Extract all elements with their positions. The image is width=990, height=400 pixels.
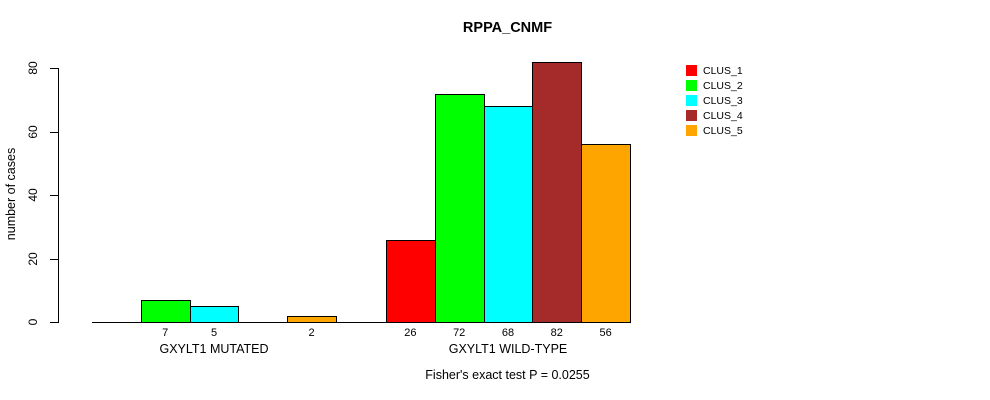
y-axis-tick: [50, 195, 58, 196]
legend-label: CLUS_5: [703, 124, 743, 137]
chart-title: RPPA_CNMF: [462, 20, 553, 36]
bar-group1-clus_2: [141, 300, 191, 323]
legend-item-clus_4: CLUS_4: [686, 108, 743, 123]
bar-value-label: 56: [599, 327, 612, 339]
y-axis-tick: [50, 322, 58, 323]
bar-group1-clus_5: [287, 316, 337, 323]
y-tick-label: 60: [26, 125, 40, 139]
bar-group2-clus_3: [484, 106, 533, 323]
legend: CLUS_1 CLUS_2 CLUS_3 CLUS_4 CLUS_5: [686, 63, 743, 138]
category-label: GXYLT1 WILD-TYPE: [448, 342, 568, 356]
bar-group2-clus_2: [435, 94, 485, 323]
legend-item-clus_1: CLUS_1: [686, 63, 743, 78]
bar-value-label: 2: [308, 327, 315, 339]
legend-label: CLUS_1: [703, 64, 743, 77]
bar-value-label: 82: [550, 327, 563, 339]
category-label: GXYLT1 MUTATED: [159, 342, 269, 356]
legend-label: CLUS_3: [703, 94, 743, 107]
y-tick-label: 0: [26, 318, 40, 326]
legend-swatch-clus_5: [686, 125, 697, 136]
bar-group2-clus_4: [532, 62, 582, 323]
bar-group2-clus_5: [581, 144, 631, 323]
fisher-test-annotation: Fisher's exact test P = 0.0255: [425, 368, 590, 382]
y-axis-tick: [50, 259, 58, 260]
x-axis-line: [92, 322, 630, 323]
bar-group2-clus_1: [386, 240, 436, 323]
y-axis-tick: [50, 132, 58, 133]
bar-value-label: 7: [162, 327, 169, 339]
legend-swatch-clus_2: [686, 80, 697, 91]
y-axis-line: [58, 68, 59, 323]
bar-value-label: 72: [453, 327, 466, 339]
legend-item-clus_5: CLUS_5: [686, 123, 743, 138]
y-axis-tick: [50, 68, 58, 69]
legend-item-clus_2: CLUS_2: [686, 78, 743, 93]
legend-swatch-clus_1: [686, 65, 697, 76]
y-tick-label: 20: [26, 252, 40, 266]
bar-group1-clus_3: [190, 306, 239, 323]
legend-label: CLUS_4: [703, 109, 743, 122]
legend-swatch-clus_3: [686, 95, 697, 106]
legend-label: CLUS_2: [703, 79, 743, 92]
bar-value-label: 68: [501, 327, 515, 339]
y-axis-title: number of cases: [4, 147, 18, 241]
y-tick-label: 40: [26, 188, 40, 202]
bar-value-label: 26: [404, 327, 417, 339]
y-tick-label: 80: [26, 61, 40, 75]
bar-value-label: 5: [210, 327, 218, 339]
legend-item-clus_3: CLUS_3: [686, 93, 743, 108]
legend-swatch-clus_4: [686, 110, 697, 121]
